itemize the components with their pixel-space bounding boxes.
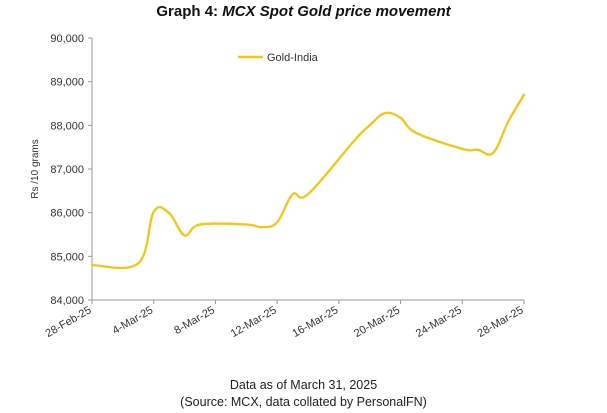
data-point bbox=[476, 148, 479, 151]
data-point bbox=[137, 262, 140, 265]
data-point bbox=[90, 263, 94, 267]
x-axis-tick-labels: 28-Feb-25 4-Mar-25 8-Mar-25 12-Mar-25 16-Mar… bbox=[44, 304, 526, 340]
legend-label-gold-india: Gold-India bbox=[267, 52, 319, 64]
data-point bbox=[353, 139, 356, 142]
data-point bbox=[275, 221, 279, 224]
data-point bbox=[383, 111, 387, 115]
data-point bbox=[167, 211, 171, 215]
x-tick-label: 28-Feb-25 bbox=[44, 304, 94, 340]
y-tick-label: 86,000 bbox=[50, 208, 84, 220]
data-point bbox=[152, 210, 155, 213]
y-tick-label: 90,000 bbox=[50, 33, 84, 45]
y-tick-label: 87,000 bbox=[50, 164, 84, 176]
data-point bbox=[198, 223, 202, 226]
y-axis-tick-labels: 84,000 85,000 86,000 87,000 88,000 89,000 90,0… bbox=[50, 33, 84, 307]
chart-axes bbox=[88, 37, 525, 304]
data-point bbox=[414, 131, 418, 134]
x-tick-label: 20-Mar-25 bbox=[352, 304, 402, 340]
data-point bbox=[260, 225, 263, 229]
line-chart: 84,000 85,000 86,000 87,000 88,000 89,000 90,0… bbox=[30, 33, 526, 340]
x-tick-label: 24-Mar-25 bbox=[414, 304, 464, 340]
data-point bbox=[183, 234, 186, 237]
y-tick-label: 85,000 bbox=[50, 251, 84, 263]
series-line-gold-india bbox=[90, 93, 526, 270]
chart-title-lead: Graph 4: bbox=[156, 3, 223, 20]
data-point bbox=[306, 193, 310, 196]
data-point bbox=[399, 116, 402, 120]
data-point bbox=[291, 193, 294, 196]
data-date-note: Data as of March 31, 2025 bbox=[229, 378, 378, 392]
data-point bbox=[522, 93, 526, 97]
y-tick-label: 84,000 bbox=[50, 295, 84, 307]
x-tick-label: 8-Mar-25 bbox=[172, 304, 217, 337]
y-tick-label: 88,000 bbox=[50, 120, 84, 132]
x-tick-label: 16-Mar-25 bbox=[290, 304, 340, 340]
data-point bbox=[368, 124, 371, 127]
data-point bbox=[491, 151, 495, 154]
chart-series bbox=[90, 93, 526, 270]
chart-title-main: MCX Spot Gold price movement bbox=[222, 3, 451, 20]
chart-legend: Gold-India bbox=[238, 52, 319, 64]
y-axis-title: Rs /10 grams bbox=[30, 139, 41, 198]
source-note: (Source: MCX, data collated by PersonalF… bbox=[180, 395, 427, 409]
data-point bbox=[245, 223, 248, 226]
data-point bbox=[461, 147, 464, 151]
data-point bbox=[507, 119, 510, 123]
x-tick-label: 28-Mar-25 bbox=[476, 304, 526, 340]
chart-title: Graph 4: MCX Spot Gold price movement bbox=[0, 3, 607, 20]
x-tick-label: 12-Mar-25 bbox=[229, 304, 279, 340]
y-tick-label: 89,000 bbox=[50, 77, 84, 89]
x-tick-label: 4-Mar-25 bbox=[111, 304, 156, 337]
